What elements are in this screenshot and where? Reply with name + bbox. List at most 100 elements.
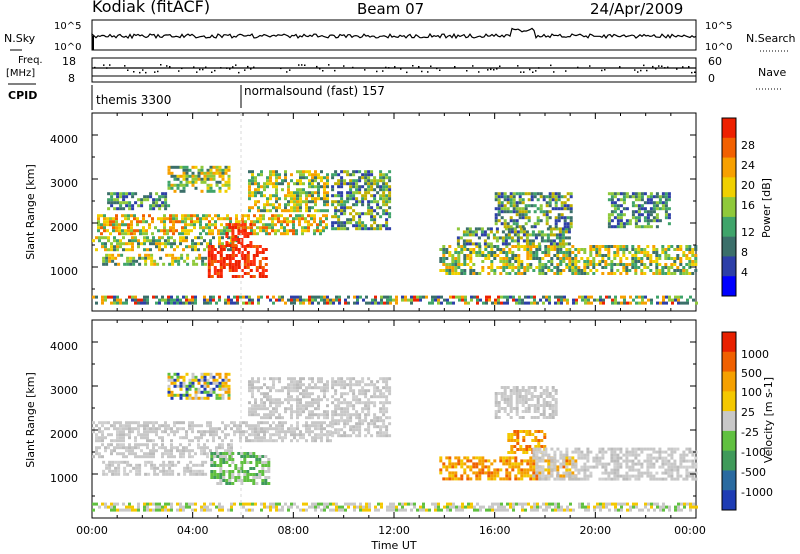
- rti-cell: [610, 272, 614, 275]
- rti-cell: [179, 455, 182, 459]
- rti-cell: [323, 295, 326, 299]
- rti-cell: [281, 421, 284, 425]
- rti-cell: [129, 463, 133, 467]
- rti-cell: [334, 419, 338, 423]
- velocity-panel: Slant Range [km] 1000 2000 3000 4000: [24, 319, 698, 519]
- rti-cell: [155, 421, 158, 425]
- rti-cell: [457, 456, 461, 460]
- rti-cell: [123, 469, 127, 473]
- rti-cell: [195, 472, 199, 476]
- rti-cell: [649, 192, 653, 196]
- rti-cell: [131, 427, 134, 431]
- rti-cell: [152, 236, 155, 240]
- nave-dot: [517, 65, 519, 67]
- rti-cell: [164, 192, 168, 196]
- rti-cell: [258, 260, 262, 263]
- rti-cell: [314, 200, 317, 204]
- rti-cell: [105, 262, 109, 266]
- rti-cell: [290, 209, 293, 213]
- rti-cell: [242, 430, 245, 434]
- rti-cell: [182, 375, 186, 379]
- rti-cell: [137, 242, 140, 246]
- rti-cell: [148, 214, 151, 218]
- rti-cell: [293, 436, 296, 440]
- rti-cell: [364, 419, 368, 423]
- rti-cell: [680, 301, 683, 305]
- rti-cell: [203, 384, 207, 388]
- rti-cell: [299, 200, 302, 204]
- rti-cell: [459, 236, 463, 240]
- rti-cell: [263, 383, 266, 387]
- rti-cell: [105, 472, 109, 476]
- rti-cell: [228, 458, 232, 461]
- rti-cell: [598, 251, 602, 254]
- rti-cell: [275, 170, 278, 174]
- rti-cell: [205, 214, 208, 218]
- rti-cell: [574, 447, 578, 451]
- rti-cell: [311, 410, 314, 414]
- rti-cell: [471, 233, 475, 237]
- rti-cell: [274, 214, 277, 218]
- rti-cell: [228, 479, 232, 482]
- rti-cell: [680, 295, 683, 299]
- nave-dot: [328, 64, 330, 66]
- rti-cell: [152, 242, 155, 246]
- rti-cell: [111, 463, 115, 467]
- rti-cell: [206, 372, 210, 376]
- rti-cell: [170, 183, 174, 187]
- rti-cell: [456, 239, 460, 243]
- rti-cell: [643, 216, 647, 220]
- rti-cell: [448, 462, 452, 466]
- rti-cell: [631, 204, 635, 208]
- rti-cell: [469, 465, 473, 469]
- rti-cell: [529, 468, 533, 472]
- rti-cell: [320, 421, 323, 425]
- rti-cell: [334, 404, 338, 408]
- nave-dot: [652, 65, 654, 68]
- rti-cell: [119, 433, 122, 437]
- rti-cell: [505, 266, 509, 269]
- rti-cell: [445, 248, 449, 251]
- rti-cell: [358, 215, 362, 219]
- rti-cell: [671, 298, 674, 302]
- rti-cell: [382, 404, 386, 408]
- rti-cell: [448, 456, 452, 460]
- rti-cell: [131, 236, 134, 240]
- rti-cell: [589, 465, 593, 469]
- rti-cell: [553, 456, 557, 460]
- rti-cell: [571, 266, 575, 269]
- rti-cell: [167, 239, 170, 243]
- rti-cell: [122, 242, 125, 246]
- rti-cell: [616, 248, 620, 251]
- rti-cell: [628, 477, 632, 481]
- rti-cell: [379, 185, 383, 189]
- rti-cell: [146, 301, 149, 305]
- rti-cell: [551, 207, 555, 211]
- rti-cell: [123, 460, 127, 464]
- rti-cell: [385, 398, 389, 402]
- rti-cell: [317, 386, 320, 390]
- rti-cell: [173, 433, 176, 437]
- rti-cell: [142, 232, 145, 236]
- rti-cell: [667, 453, 671, 457]
- rti-cell: [227, 180, 231, 184]
- rti-cell: [263, 377, 266, 381]
- rti-cell: [245, 301, 248, 305]
- rti-cell: [695, 301, 698, 305]
- rti-cell: [287, 430, 290, 434]
- rti-cell: [338, 298, 341, 302]
- rti-cell: [293, 410, 296, 414]
- rti-cell: [246, 263, 250, 266]
- rti-cell: [560, 301, 563, 305]
- rti-cell: [466, 248, 470, 251]
- rti-cell: [228, 226, 232, 229]
- rti-cell: [661, 248, 665, 251]
- rti-cell: [652, 456, 656, 460]
- rti-cell: [589, 474, 593, 478]
- rti-cell: [661, 204, 665, 208]
- rti-cell: [664, 251, 668, 254]
- rti-cell: [138, 472, 142, 476]
- rti-cell: [691, 254, 695, 257]
- rti-cell: [505, 468, 509, 472]
- rti-cell: [305, 176, 308, 180]
